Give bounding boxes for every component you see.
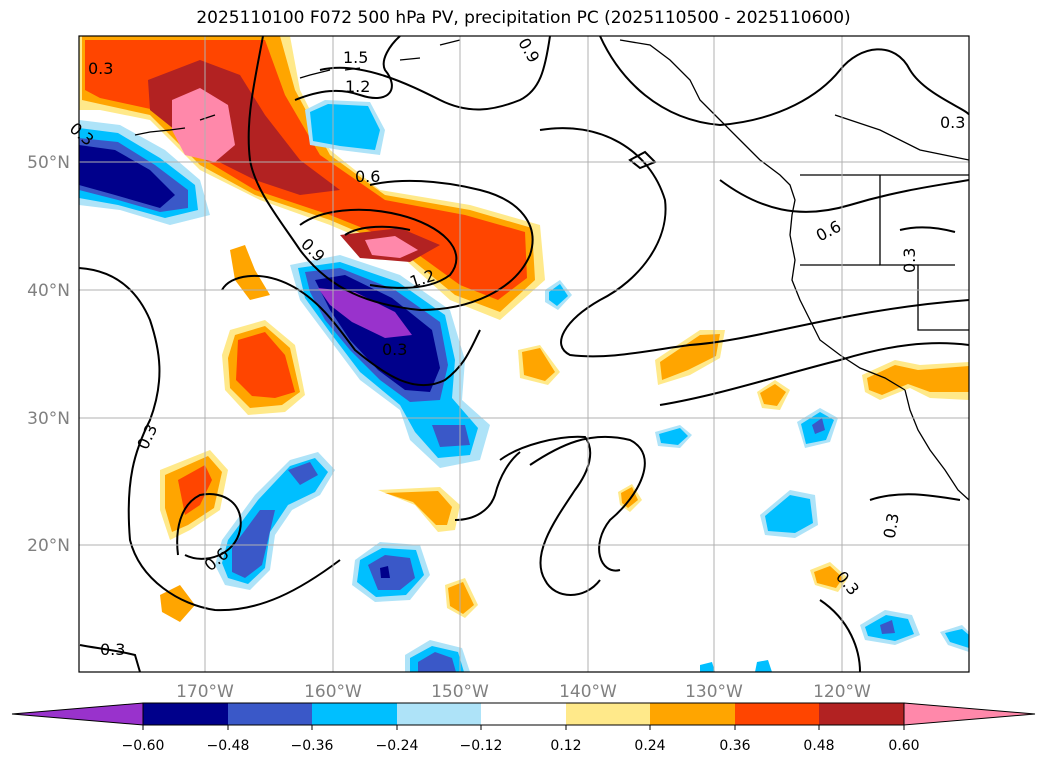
colorbar-swatch — [312, 703, 397, 725]
colorbar-swatch — [735, 703, 819, 725]
colorbar-swatch — [566, 703, 650, 725]
contour-label: 0.6 — [813, 217, 844, 246]
colorbar-max-extend — [903, 702, 1036, 726]
colorbar-tick: −0.48 — [207, 738, 250, 754]
colorbar-swatch — [481, 703, 566, 725]
colorbar-swatch — [228, 703, 312, 725]
contour-label: 1.5 — [343, 48, 368, 67]
contour-label: 0.6 — [355, 167, 380, 186]
contour-label: 0.3 — [880, 512, 903, 540]
lat-label: 20°N — [27, 536, 70, 556]
colorbar-tick: 0.60 — [888, 738, 919, 754]
colorbar-tick: −0.36 — [291, 738, 334, 754]
lon-axis-labels: 170°W 160°W 150°W 140°W 130°W 120°W — [176, 682, 871, 702]
colorbar-swatch — [397, 703, 481, 725]
colorbar-tick: −0.24 — [376, 738, 419, 754]
colorbar-tick: 0.36 — [719, 738, 750, 754]
colorbar-swatch — [819, 703, 904, 725]
lat-axis-labels: 50°N 40°N 30°N 20°N — [27, 153, 70, 556]
colorbar-tick: −0.12 — [460, 738, 503, 754]
contour-label: 1.2 — [345, 77, 370, 96]
colorbar: −0.60 −0.48 −0.36 −0.24 −0.12 0.12 0.24 … — [11, 702, 1036, 754]
lon-label: 130°W — [685, 682, 743, 702]
contour-label: 0.3 — [100, 640, 125, 659]
colorbar-tick: 0.24 — [634, 738, 665, 754]
map-frame — [78, 35, 970, 673]
coastlines — [134, 39, 969, 501]
contour-label: 0.3 — [88, 59, 113, 78]
lon-label: 170°W — [176, 682, 234, 702]
lon-label: 150°W — [431, 682, 489, 702]
contour-label: 0.3 — [940, 113, 965, 132]
colorbar-tick: −0.60 — [122, 738, 165, 754]
lat-label: 50°N — [27, 153, 70, 173]
colorbar-swatch — [650, 703, 735, 725]
contour-label: 0.9 — [514, 35, 543, 67]
precip-anomaly-fills — [79, 36, 969, 672]
lon-label: 160°W — [304, 682, 362, 702]
lat-label: 30°N — [27, 409, 70, 429]
peak-positive-anomaly — [172, 88, 235, 162]
gridlines — [79, 36, 969, 672]
lat-label: 40°N — [27, 281, 70, 301]
colorbar-swatch — [143, 703, 228, 725]
colorbar-tick: 0.12 — [550, 738, 581, 754]
contour-label: 0.3 — [900, 248, 919, 273]
lon-label: 140°W — [559, 682, 617, 702]
lon-label: 120°W — [813, 682, 871, 702]
chart-title: 2025110100 F072 500 hPa PV, precipitatio… — [196, 8, 851, 28]
contour-label: 0.3 — [382, 340, 407, 359]
colorbar-tick: 0.48 — [803, 738, 834, 754]
colorbar-min-extend — [11, 702, 144, 726]
